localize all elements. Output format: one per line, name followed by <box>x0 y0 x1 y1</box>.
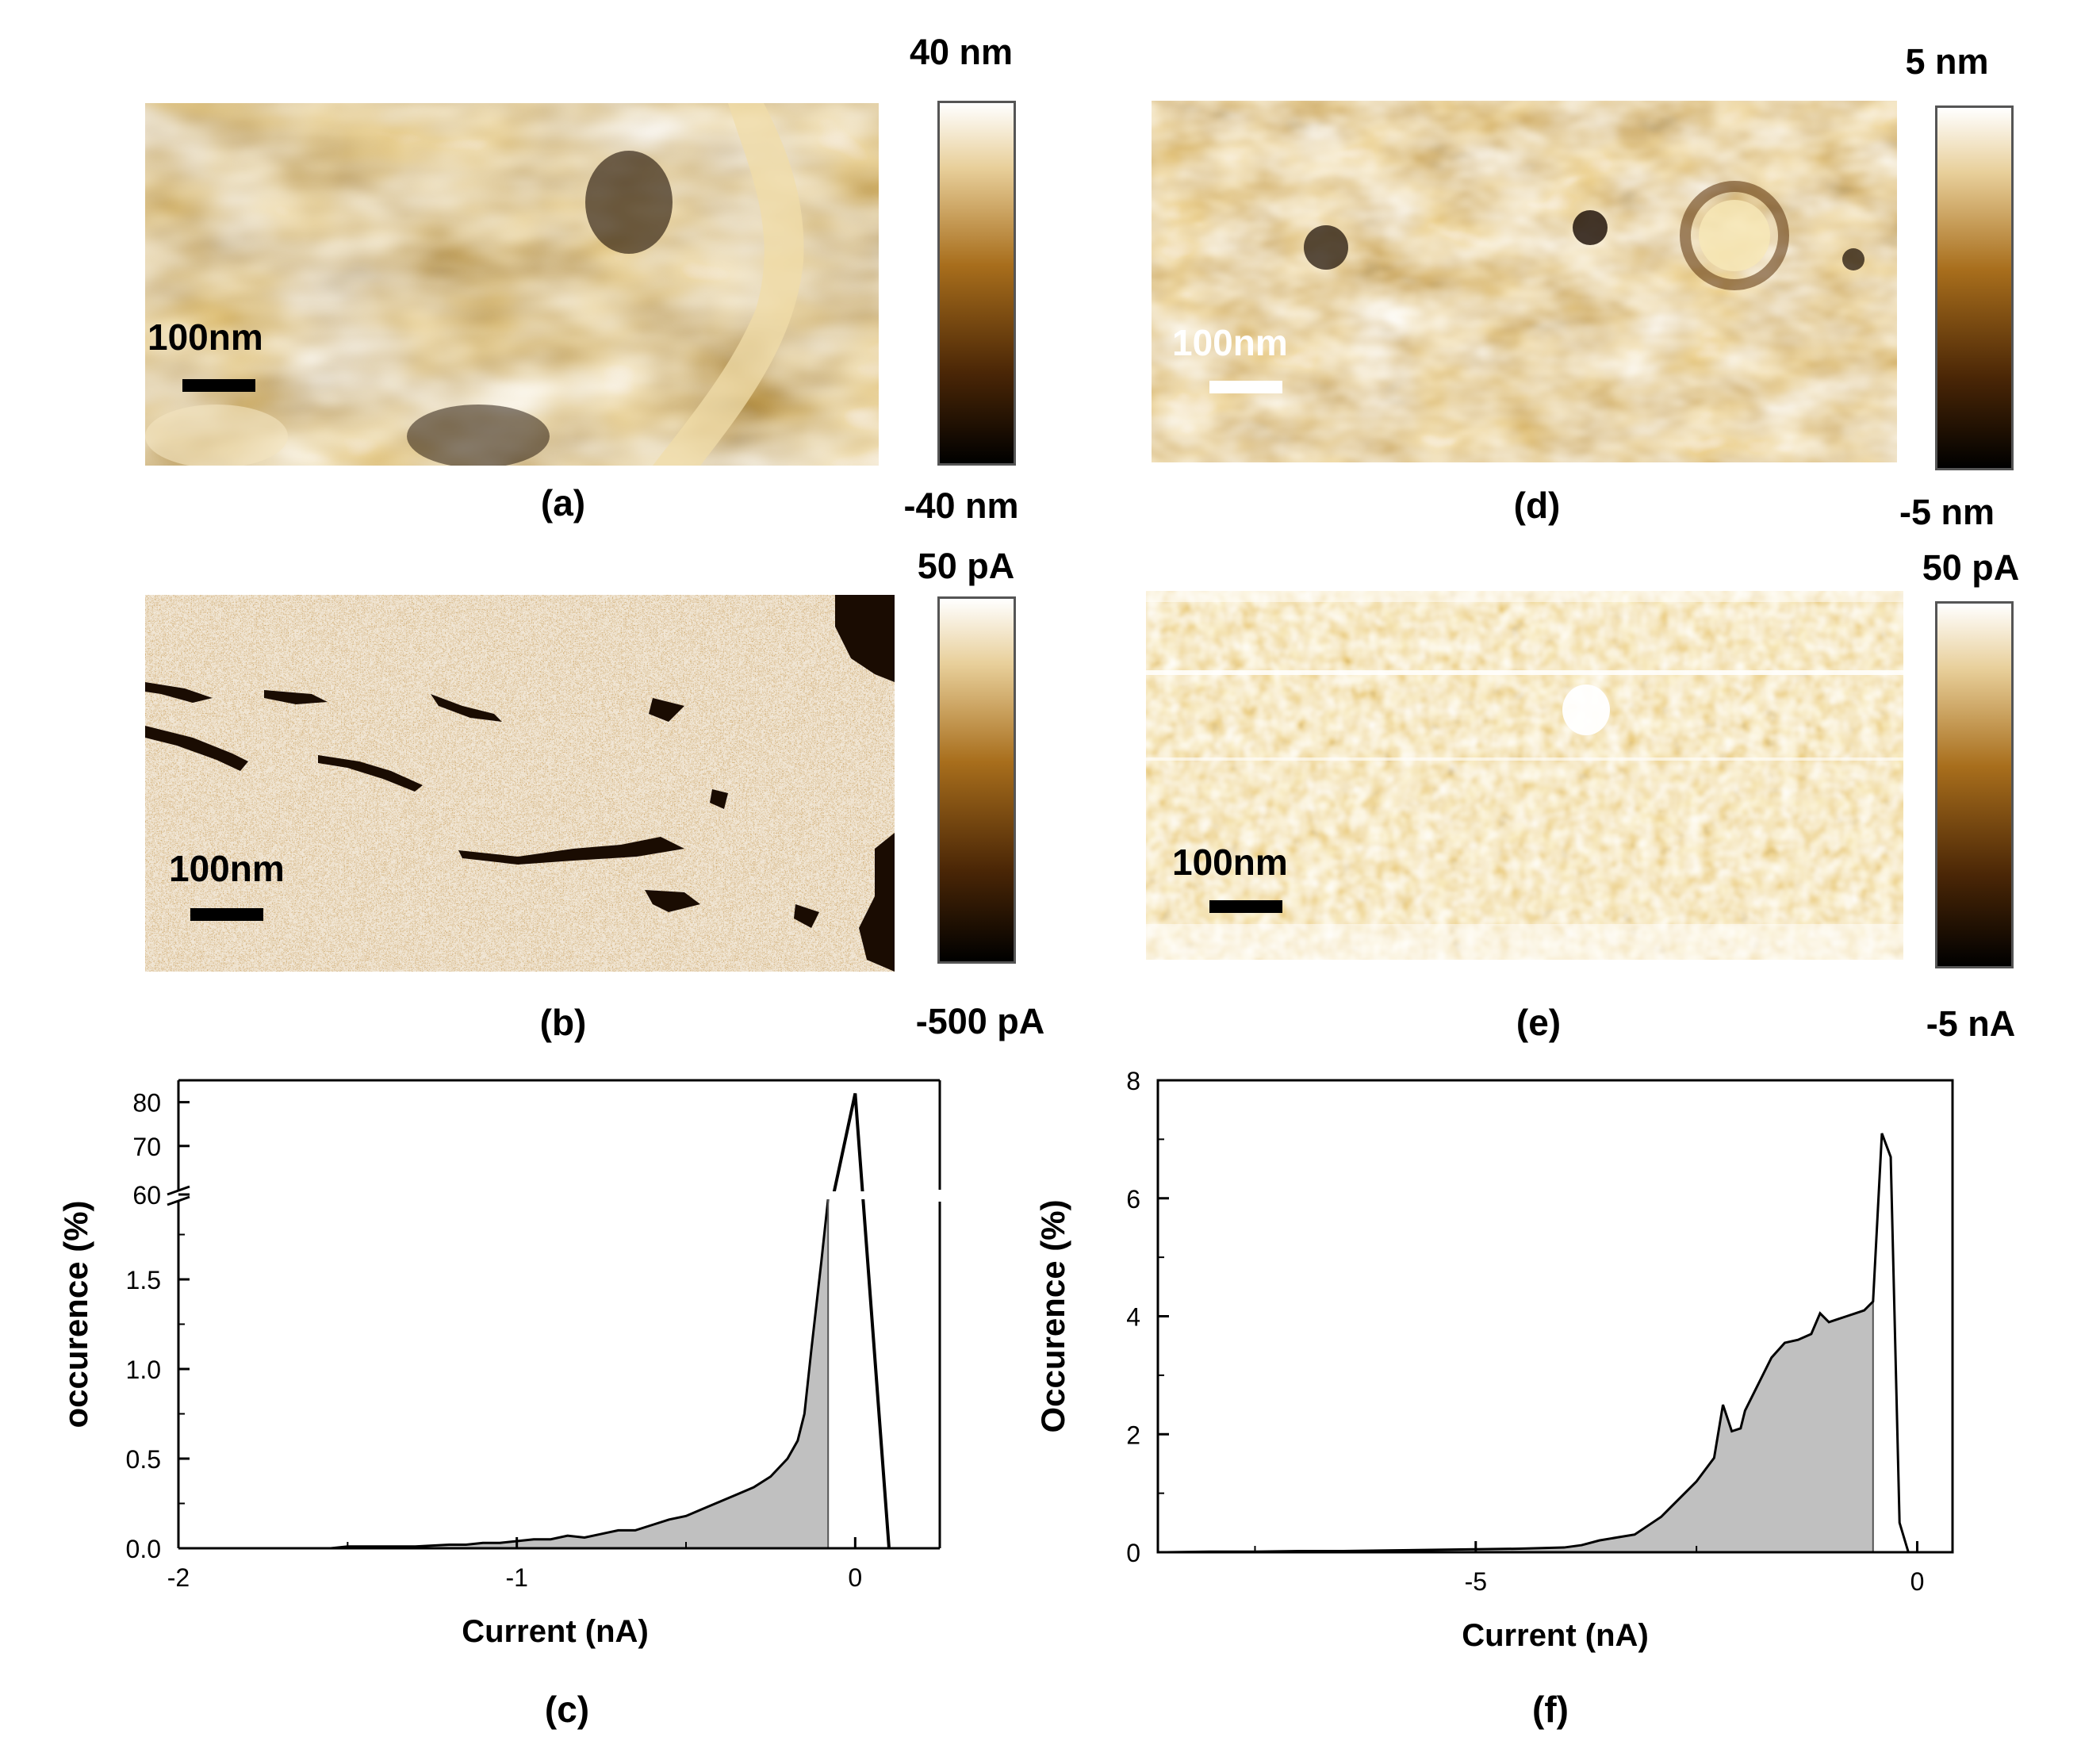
colorbar-min-a: -40 nm <box>903 485 1019 526</box>
colorbar-a <box>937 101 1016 466</box>
y-tick-label-f: 6 <box>1126 1185 1140 1214</box>
scalebar-b <box>190 908 263 921</box>
y-axis-label-f: Occurence (%) <box>1034 1199 1071 1432</box>
histogram-line-c <box>330 1198 830 1550</box>
y-tick-label-f: 4 <box>1126 1303 1140 1332</box>
histogram-area-c <box>331 1198 829 1548</box>
colorbar-b <box>937 596 1016 964</box>
current-map-image-b <box>145 595 895 972</box>
panel-label-b: (b) <box>539 1002 587 1043</box>
afm-topography-image-d <box>1152 101 1897 462</box>
panel-label-e: (e) <box>1516 1002 1562 1043</box>
y-tick-label-f: 2 <box>1126 1421 1140 1449</box>
histogram-area-f <box>1167 1301 1873 1552</box>
histogram-line-f <box>1167 1133 1944 1554</box>
histogram-chart-f: 0 2 4 6 8 -5 0 Current (nA) Occurence (%) <box>1034 1067 1954 1653</box>
colorbar-min-e: -5 nA <box>1926 1003 2016 1044</box>
x-tick-label-c: -1 <box>505 1563 527 1592</box>
axis-break-mark-c <box>167 1185 190 1206</box>
x-axis-label-f: Current (nA) <box>1462 1618 1649 1653</box>
y-tick-label-f: 8 <box>1126 1067 1140 1095</box>
colorbar-e <box>1935 601 2014 968</box>
scalebar-label-a: 100nm <box>148 316 263 358</box>
scalebar-d <box>1209 381 1282 393</box>
scalebar-e <box>1209 900 1282 913</box>
x-tick-label-c: 0 <box>848 1563 862 1592</box>
y-axis-label-c: occurence (%) <box>57 1200 94 1428</box>
colorbar-min-d: -5 nm <box>1899 492 1995 532</box>
colorbar-max-a: 40 nm <box>909 32 1014 72</box>
panel-label-f: (f) <box>1532 1689 1569 1730</box>
x-axis-label-c: Current (nA) <box>462 1614 649 1649</box>
afm-topography-image-a <box>145 103 879 466</box>
colorbar-min-b: -500 pA <box>915 1001 1045 1041</box>
y-tick-label-c: 80 <box>132 1089 161 1118</box>
y-tick-label-c: 0.0 <box>126 1535 161 1563</box>
y-tick-label-c: 60 <box>132 1181 161 1210</box>
panel-label-a: (a) <box>540 482 586 523</box>
x-tick-label-f: -5 <box>1465 1567 1487 1596</box>
colorbar-max-b: 50 pA <box>917 546 1015 586</box>
colorbar-max-d: 5 nm <box>1905 41 1989 82</box>
scalebar-label-d: 100nm <box>1172 322 1288 363</box>
colorbar-max-e: 50 pA <box>1922 547 2020 588</box>
y-tick-label-f: 0 <box>1126 1539 1140 1567</box>
y-tick-label-c: 1.5 <box>126 1266 161 1294</box>
panel-label-c: (c) <box>544 1689 590 1730</box>
scalebar-label-b: 100nm <box>169 848 285 889</box>
current-map-image-e <box>1146 591 1903 960</box>
y-tick-label-c: 70 <box>132 1133 161 1161</box>
axis-break-gap-c <box>825 1191 873 1199</box>
panel-label-d: (d) <box>1513 485 1561 526</box>
y-tick-label-c: 0.5 <box>126 1445 161 1474</box>
x-tick-label-f: 0 <box>1910 1567 1925 1596</box>
scalebar-label-e: 100nm <box>1172 842 1288 883</box>
y-tick-label-c: 1.0 <box>126 1356 161 1384</box>
colorbar-d <box>1935 105 2014 470</box>
histogram-peak-c <box>831 1093 891 1549</box>
scalebar-a <box>182 379 255 392</box>
x-tick-label-c: -2 <box>167 1563 190 1592</box>
histogram-chart-c: 0.0 0.5 1.0 1.5 60 70 80 -2 -1 0 Current (nA) occur… <box>57 1079 941 1649</box>
